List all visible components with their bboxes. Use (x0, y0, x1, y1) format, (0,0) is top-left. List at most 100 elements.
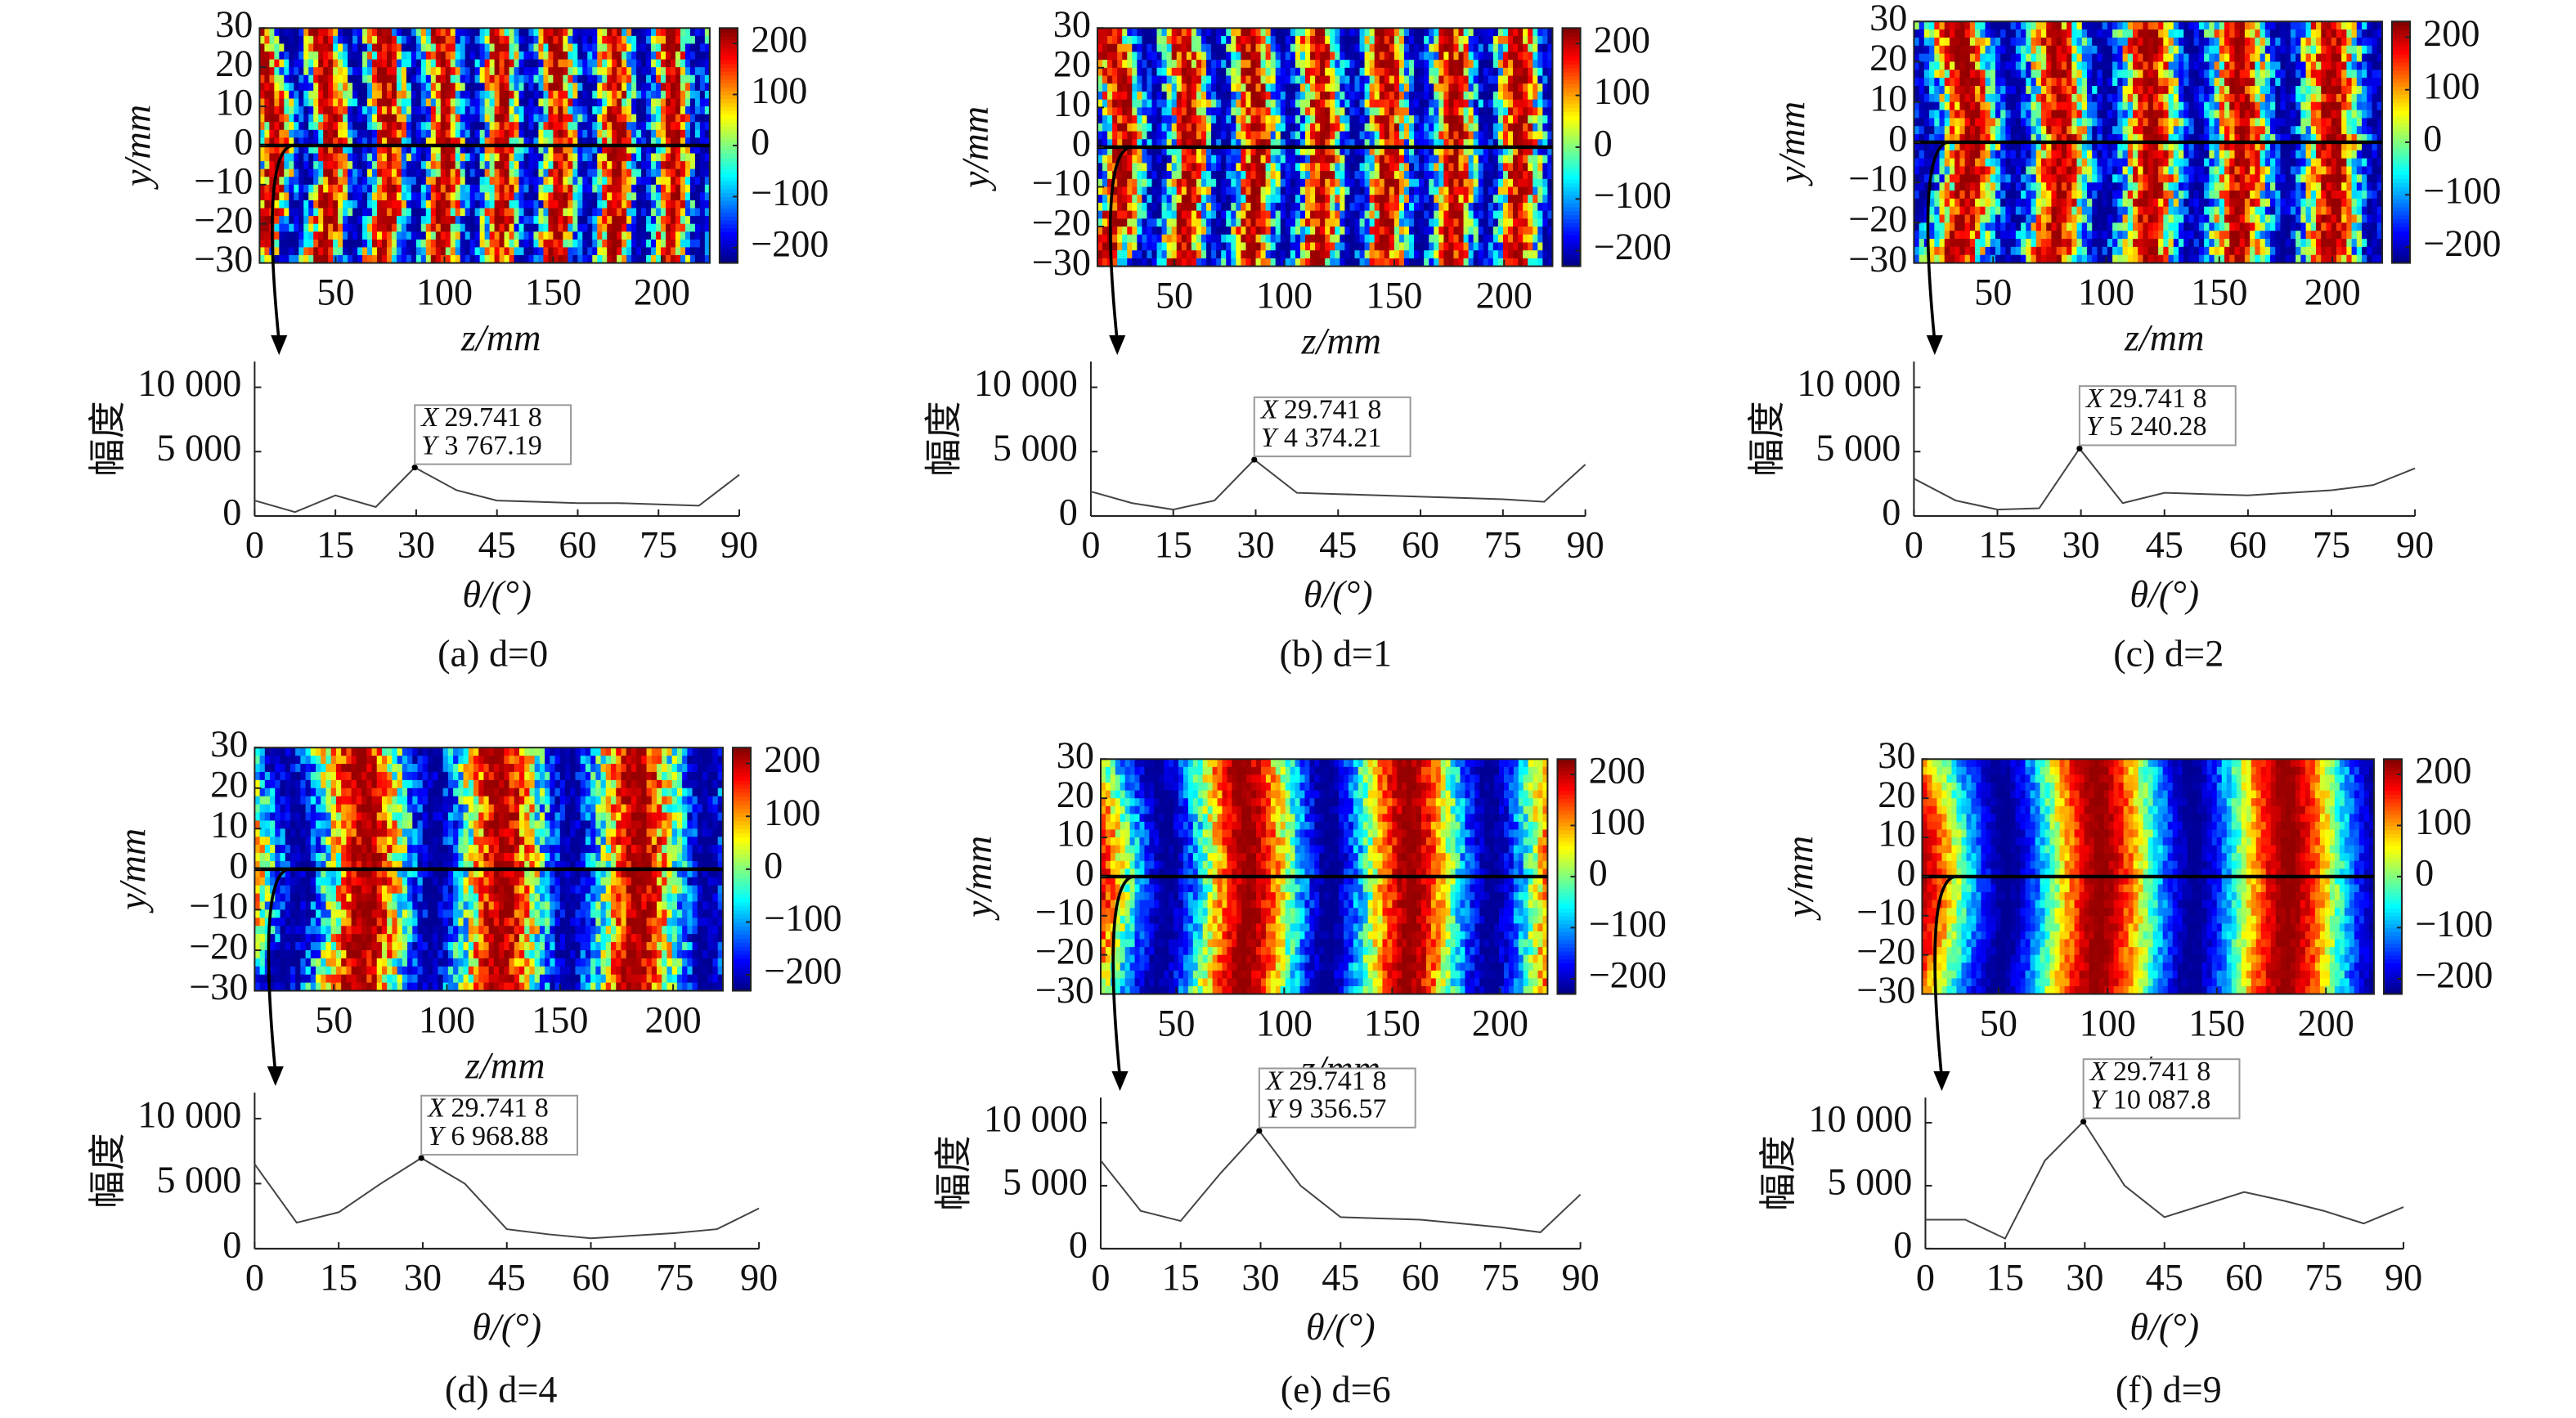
heatmap-cell (582, 161, 588, 169)
heatmap-cell (274, 200, 280, 209)
colorbar-segment (720, 224, 738, 229)
heatmap-cell (548, 192, 554, 200)
heatmap-cell (631, 216, 637, 224)
heatmap-cell (313, 43, 319, 52)
heatmap-cell (348, 200, 353, 209)
heatmap-cell (259, 91, 265, 99)
heatmap-cell (505, 36, 510, 44)
heatmap-cell (294, 216, 299, 224)
heatmap-cell (505, 114, 510, 123)
heatmap-cell (690, 154, 696, 162)
heatmap-cell (338, 52, 343, 60)
colorbar-segment (720, 181, 738, 186)
heatmap-cell (392, 192, 397, 200)
heatmap-cell (509, 224, 515, 232)
heatmap-cell (436, 200, 442, 209)
heatmap-cell (690, 209, 696, 217)
heatmap-cell (456, 154, 461, 162)
heatmap-cell (308, 98, 314, 106)
heatmap-cell (357, 224, 363, 232)
heatmap-cell (303, 36, 309, 44)
heatmap-cell (392, 224, 397, 232)
heatmap-cell (612, 98, 617, 106)
heatmap-cell (387, 98, 393, 106)
heatmap-cell (456, 52, 461, 60)
heatmap-cell (318, 75, 324, 83)
heatmap-cell (622, 177, 627, 185)
heatmap-cell (343, 240, 348, 248)
heatmap-cell (392, 247, 397, 255)
x-tick-label: 100 (416, 271, 473, 312)
heatmap-cell (538, 209, 544, 217)
heatmap-cell (528, 106, 534, 114)
heatmap-cell (357, 200, 363, 209)
heatmap-cell (495, 169, 500, 177)
heatmap-cell (514, 209, 520, 217)
heatmap-cell (426, 75, 432, 83)
heatmap-cell (641, 36, 647, 44)
heatmap-cell (465, 240, 471, 248)
heatmap-cell (622, 231, 627, 240)
heatmap-cell (416, 106, 422, 114)
heatmap-cell (298, 177, 304, 185)
heatmap-cell (289, 75, 294, 83)
heatmap-cell (656, 106, 662, 114)
heatmap-cell (313, 154, 319, 162)
heatmap-cell (441, 122, 447, 130)
heatmap-cell (338, 114, 343, 123)
heatmap-cell (631, 60, 637, 68)
heatmap-cell (333, 28, 339, 36)
heatmap-cell (563, 91, 568, 99)
heatmap-cell (514, 216, 520, 224)
heatmap-cell (279, 231, 285, 240)
heatmap-cell (651, 114, 657, 123)
heatmap-cell (387, 185, 393, 193)
heatmap-cell (568, 154, 573, 162)
heatmap-cell (572, 185, 578, 193)
heatmap-cell (294, 28, 299, 36)
heatmap-cell (382, 28, 388, 36)
heatmap-cell (318, 185, 324, 193)
heatmap-cell (612, 154, 617, 162)
heatmap-cell (656, 216, 662, 224)
heatmap-cell (362, 169, 368, 177)
heatmap-cell (470, 67, 476, 75)
heatmap-cell (592, 67, 598, 75)
heatmap-cell (406, 200, 412, 209)
heatmap-cell (426, 122, 432, 130)
heatmap-cell (587, 91, 593, 99)
heatmap-cell (690, 91, 696, 99)
heatmap-cell (622, 169, 627, 177)
heatmap-cell (456, 28, 461, 36)
heatmap-cell (269, 122, 275, 130)
heatmap-cell (446, 209, 451, 217)
heatmap-cell (607, 154, 613, 162)
heatmap-cell (671, 36, 676, 44)
heatmap-cell (661, 240, 666, 248)
heatmap-cell (333, 216, 339, 224)
heatmap-cell (402, 161, 407, 169)
heatmap-cell (651, 36, 657, 44)
heatmap-cell (377, 83, 383, 91)
heatmap-cell (446, 122, 451, 130)
heatmap-cell (480, 177, 486, 185)
heatmap-cell (607, 43, 613, 52)
heatmap-cell (352, 43, 358, 52)
heatmap-cell (602, 154, 608, 162)
heatmap-cell (397, 224, 402, 232)
heatmap-cell (279, 52, 285, 60)
heatmap-cell (465, 75, 471, 83)
heatmap-cell (451, 216, 456, 224)
heatmap-cell (465, 91, 471, 99)
heatmap-cell (700, 247, 706, 255)
heatmap-cell (538, 240, 544, 248)
heatmap-cell (646, 60, 652, 68)
heatmap-cell (269, 130, 275, 138)
heatmap-cell (680, 91, 686, 99)
heatmap-cell (656, 130, 662, 138)
heatmap-cell (446, 60, 451, 68)
heatmap-cell (411, 67, 417, 75)
heatmap-cell (641, 231, 647, 240)
heatmap-cell (377, 247, 383, 255)
heatmap-cell (397, 36, 402, 44)
